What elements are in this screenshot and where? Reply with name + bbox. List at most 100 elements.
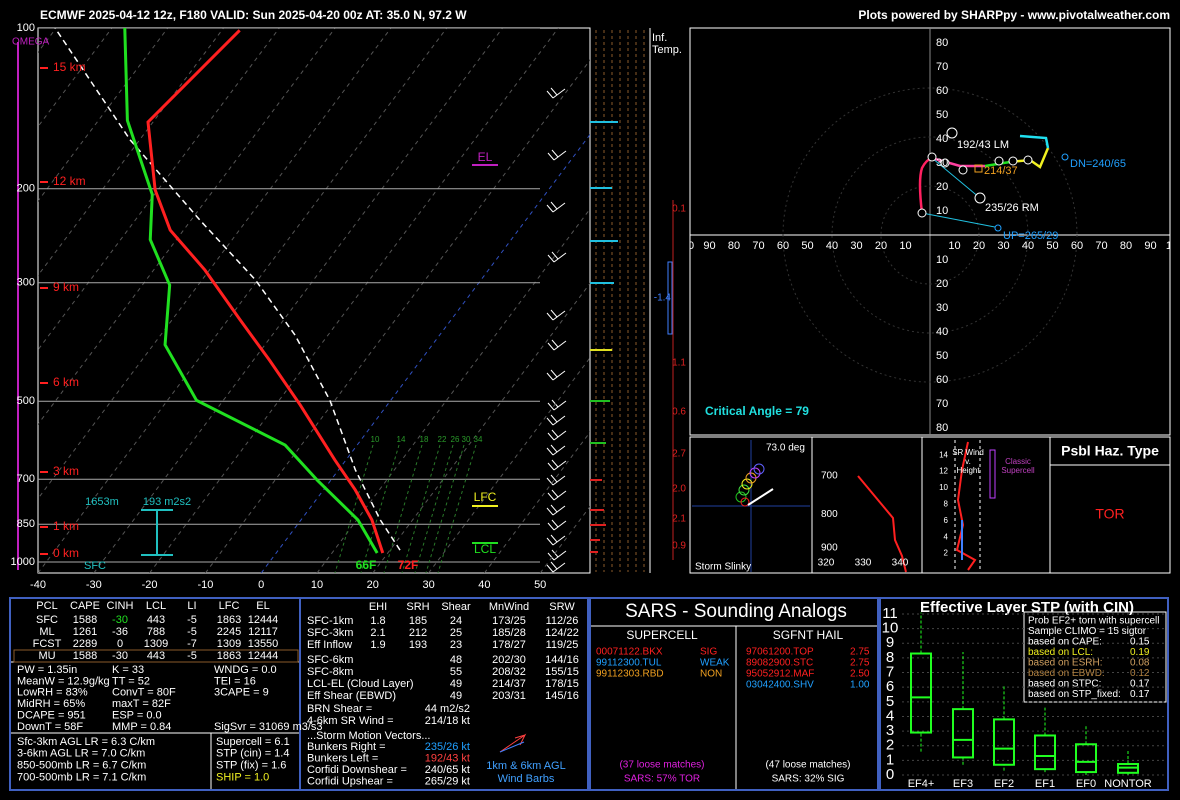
sr-height-label: 12 <box>939 467 948 476</box>
hodo-tick-label: 90 <box>1144 240 1156 252</box>
table-cell: 178/27 <box>492 639 526 651</box>
sr-height-label: 6 <box>944 516 949 525</box>
table-cell: Eff Shear (EBWD) <box>307 690 396 702</box>
height-label: 3 km <box>53 464 79 478</box>
analog: 99112300.TUL <box>596 658 662 669</box>
wind-barb <box>546 309 566 321</box>
table-cell: Corfidi Downshear = <box>307 764 407 776</box>
wind-barb <box>546 87 566 99</box>
hodo-tick-label: 20 <box>936 181 948 193</box>
inferred-temp-value: 0.9 <box>672 541 686 552</box>
isotherm <box>93 28 503 573</box>
hodograph-points <box>917 127 1069 232</box>
hodo-tick-label: 80 <box>1120 240 1132 252</box>
table-cell: -36 <box>112 626 128 638</box>
index: MeanW = 12.9g/kg <box>17 675 110 687</box>
sfc-temp: 72F <box>398 558 419 572</box>
index: SigSvr = 31069 m3/s3 <box>214 721 323 733</box>
index: TT = 52 <box>112 675 150 687</box>
hodo-tick-label: 60 <box>936 374 948 386</box>
sr-height-label: 8 <box>944 500 949 509</box>
index: 3CAPE = 9 <box>214 687 269 699</box>
wind-barb <box>546 504 566 516</box>
stp-tick-label: 4 <box>886 707 894 724</box>
table-cell: ML <box>39 626 54 638</box>
mixing-ratio-line <box>401 444 441 573</box>
height-label: 9 km <box>53 280 79 294</box>
index: WNDG = 0.0 <box>214 664 277 676</box>
box <box>952 708 974 759</box>
hodo-tick-label: 50 <box>801 240 813 252</box>
stp-tick-label: 1 <box>886 751 894 768</box>
composite-index: SHIP = 1.0 <box>216 771 269 783</box>
hodo-tick-label: 40 <box>936 326 948 338</box>
sr-height-label: 10 <box>939 483 948 492</box>
inferred-temp-value: -1.4 <box>654 293 672 304</box>
table-cell: 240/65 kt <box>425 764 470 776</box>
table-cell: SFC <box>36 614 58 626</box>
inflow-bracket <box>141 509 173 556</box>
pressure-tick-label: 700 <box>17 473 35 485</box>
table-cell: 112/26 <box>546 615 579 627</box>
hodo-tick-label: 80 <box>936 422 948 434</box>
table-cell: SFC-3km <box>307 627 353 639</box>
inferred-temp-value: 2.1 <box>672 514 686 525</box>
mixing-ratio-label: 30 <box>462 435 471 444</box>
sars-title: SARS - Sounding Analogs <box>625 601 847 622</box>
sr-note: Supercell <box>1001 466 1035 475</box>
analog: 99112303.RBD <box>596 669 664 680</box>
hodo-tick-label: 70 <box>936 398 948 410</box>
sr-title: Height <box>956 466 980 475</box>
mixing-ratio-label: 26 <box>451 435 460 444</box>
analog: 89082900.STC <box>746 658 813 669</box>
lapse-rate: 700-500mb LR = 7.1 C/km <box>17 771 146 783</box>
hazard-title: Psbl Haz. Type <box>1061 443 1159 459</box>
wind-barb <box>547 339 567 351</box>
stp-category: EF0 <box>1076 778 1096 790</box>
table-cell: LCL-EL (Cloud Layer) <box>307 678 414 690</box>
slinky-plot <box>692 440 810 572</box>
table-cell: Corfidi Upshear = <box>307 775 393 787</box>
wind-barb <box>547 489 567 501</box>
hodo-tick-label: 10 <box>899 240 911 252</box>
table-cell: 144/16 <box>545 654 579 666</box>
wind-barb <box>547 149 567 161</box>
sr-height-label: 2 <box>944 549 949 558</box>
el-label: EL <box>478 150 493 164</box>
slinky-title: Storm Slinky <box>695 562 751 573</box>
composite-index: STP (cin) = 1.4 <box>216 748 289 760</box>
hodo-tick-label: 60 <box>936 85 948 97</box>
table-cell: -30 <box>112 614 128 626</box>
table-cell: 1309 <box>217 638 241 650</box>
wind-barb <box>547 459 567 471</box>
isotherm <box>483 431 590 573</box>
table-cell: Bunkers Right = <box>307 741 386 753</box>
table-cell: 185 <box>409 615 427 627</box>
mixing-ratio-label: 18 <box>420 435 429 444</box>
barb-caption: Wind Barbs <box>498 773 555 785</box>
inferred-temp-value: 0.1 <box>672 204 686 215</box>
mixing-ratio-line <box>360 444 400 573</box>
sars-footer: SARS: 32% SIG <box>772 774 845 785</box>
mixing-ratio-line <box>437 444 477 573</box>
wind-barbs <box>546 87 567 573</box>
analog: 97061200.TOP <box>746 647 814 658</box>
table-cell: 208/32 <box>492 666 526 678</box>
hodo-tick-label: 80 <box>728 240 740 252</box>
wind-barb <box>546 534 566 546</box>
table-cell: 265/29 kt <box>425 775 470 787</box>
index: DCAPE = 951 <box>17 710 86 722</box>
stp-prob-value: 0.17 <box>1130 679 1150 690</box>
sr-note: Classic <box>1005 457 1031 466</box>
sars-column-title: SUPERCELL <box>626 628 698 642</box>
stp-legend: Prob EF2+ torn with supercell <box>1028 616 1159 627</box>
table-cell: 1863 <box>217 614 241 626</box>
wind-barb <box>546 414 566 426</box>
table-cell: 185/28 <box>492 627 526 639</box>
dewpoint-profile <box>123 28 379 554</box>
isotherm <box>149 28 559 573</box>
analog-class: SIG <box>700 647 717 658</box>
table-cell: 214/37 <box>492 678 526 690</box>
table-cell: 192/43 kt <box>425 752 470 764</box>
critical-angle: Critical Angle = 79 <box>705 404 809 418</box>
